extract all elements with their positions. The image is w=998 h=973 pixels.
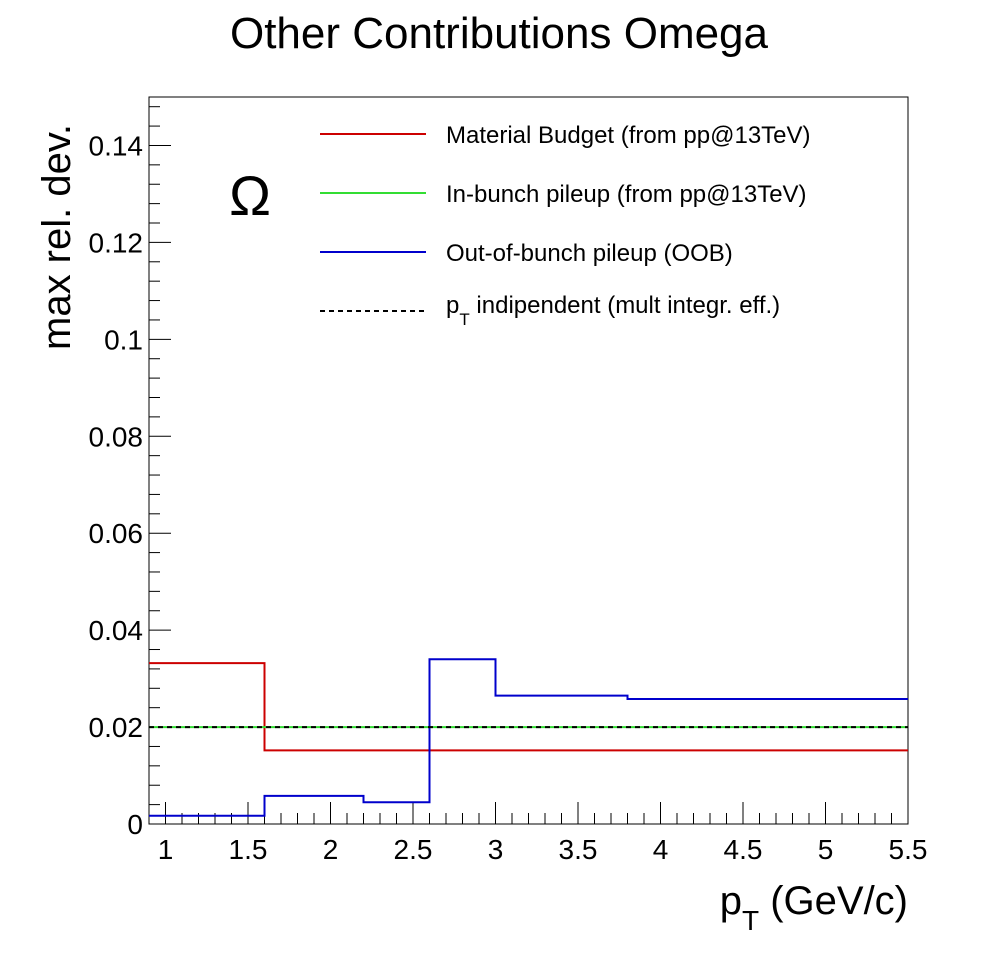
x-tick-label: 5.5 — [889, 834, 928, 865]
legend-label-pt-main: p — [446, 292, 459, 319]
y-tick-label: 0.1 — [104, 324, 143, 355]
x-tick-label: 2.5 — [394, 834, 433, 865]
x-axis-label: pT (GeV/c) — [720, 879, 908, 936]
x-axis-label-rest: (GeV/c) — [759, 879, 908, 923]
x-tick-label: 4.5 — [724, 834, 763, 865]
series-line-2 — [149, 658, 908, 817]
legend-label-in-bunch-pileup: In-bunch pileup (from pp@13TeV) — [446, 181, 807, 208]
y-tick-label: 0.02 — [89, 712, 144, 743]
y-tick-label: 0.08 — [89, 421, 144, 452]
legend: Material Budget (from pp@13TeV) In-bunch… — [320, 122, 811, 329]
y-tick-label: 0.06 — [89, 518, 144, 549]
series-line-0 — [149, 662, 908, 752]
x-tick-label: 5 — [818, 834, 834, 865]
legend-label-pt-sub: T — [459, 310, 469, 329]
x-axis-label-sub: T — [742, 905, 759, 936]
y-axis-tick-labels: 0 0.02 0.04 0.06 0.08 0.1 0.12 0.14 — [89, 130, 144, 840]
y-axis-ticks — [149, 106, 171, 825]
chart-title: Other Contributions Omega — [230, 9, 769, 58]
x-tick-label: 1.5 — [229, 834, 268, 865]
x-axis-tick-labels: 1 1.5 2 2.5 3 3.5 4 4.5 5 5.5 — [158, 834, 928, 865]
x-tick-label: 4 — [653, 834, 669, 865]
y-axis-label: max rel. dev. — [35, 124, 79, 350]
y-tick-label: 0.14 — [89, 130, 144, 161]
x-tick-label: 2 — [323, 834, 339, 865]
legend-label-material-budget: Material Budget (from pp@13TeV) — [446, 122, 811, 149]
y-tick-label: 0 — [127, 809, 143, 840]
legend-label-pt-independent: pT indipendent (mult integr. eff.) — [446, 292, 780, 329]
omega-annotation: Ω — [229, 164, 271, 227]
series-layer — [149, 658, 908, 817]
x-axis-label-main: p — [720, 879, 742, 923]
x-tick-label: 1 — [158, 834, 174, 865]
legend-label-out-of-bunch-pileup: Out-of-bunch pileup (OOB) — [446, 240, 733, 267]
legend-label-pt-rest: indipendent (mult integr. eff.) — [470, 292, 780, 319]
y-tick-label: 0.12 — [89, 227, 144, 258]
x-axis-ticks — [148, 802, 909, 824]
x-tick-label: 3.5 — [559, 834, 598, 865]
y-tick-label: 0.04 — [89, 615, 144, 646]
x-tick-label: 3 — [488, 834, 504, 865]
